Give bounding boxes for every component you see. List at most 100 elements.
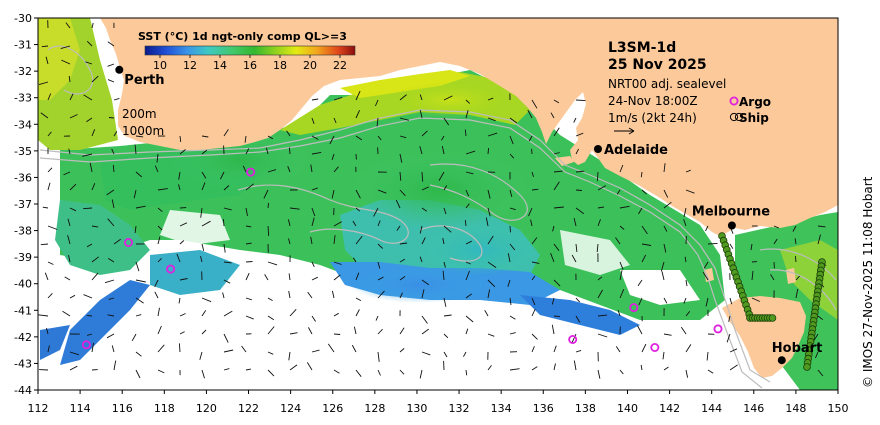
- current-vector: [399, 276, 406, 281]
- current-vector: [396, 225, 401, 231]
- current-vector: [91, 256, 99, 263]
- current-vector: [200, 255, 203, 263]
- current-vector: [729, 364, 738, 371]
- current-vector: [244, 135, 247, 143]
- y-tick-label: -43: [14, 357, 32, 370]
- current-vector: [573, 117, 577, 123]
- current-vector: [311, 261, 315, 267]
- current-vector: [619, 225, 625, 230]
- current-vector: [352, 257, 357, 263]
- current-vector: [333, 333, 341, 335]
- current-vector: [487, 279, 496, 288]
- current-vector: [575, 132, 584, 137]
- current-vector: [40, 112, 49, 119]
- current-vector: [531, 237, 538, 245]
- current-vector: [729, 348, 738, 353]
- current-vector: [443, 95, 453, 101]
- current-vector: [286, 130, 291, 137]
- y-tick-label: -32: [14, 65, 32, 78]
- current-vector: [377, 261, 381, 269]
- x-tick-label: 150: [828, 402, 849, 415]
- current-vector: [311, 135, 319, 140]
- current-vector: [573, 360, 577, 371]
- current-vector: [638, 207, 643, 215]
- current-vector: [112, 164, 115, 173]
- current-vector: [287, 219, 291, 227]
- current-vector: [327, 343, 335, 353]
- current-vector: [399, 327, 405, 335]
- current-vector: [399, 189, 406, 197]
- current-vector: [705, 297, 709, 307]
- current-vector: [509, 207, 516, 211]
- current-vector: [135, 171, 142, 178]
- current-vector: [69, 207, 77, 212]
- city-markers: Perth Adelaide Melbourne Hobart: [115, 65, 822, 365]
- y-tick-label: -30: [14, 12, 32, 25]
- current-vector: [507, 253, 511, 263]
- current-vector: [443, 207, 447, 215]
- current-vector: [306, 362, 313, 371]
- current-vector: [373, 207, 379, 217]
- current-vector: [267, 225, 270, 237]
- current-vector: [47, 131, 52, 137]
- current-vector: [108, 117, 115, 119]
- current-vector: [465, 189, 470, 197]
- current-vector: [464, 129, 467, 137]
- current-vector: [157, 369, 165, 374]
- current-vector: [154, 165, 159, 173]
- current-vector: [85, 61, 93, 65]
- current-vector: [245, 261, 253, 263]
- current-vector: [619, 205, 630, 209]
- current-vector: [86, 314, 93, 317]
- current-vector: [91, 272, 99, 281]
- current-vector: [47, 261, 54, 265]
- current-vector: [571, 254, 577, 263]
- current-vector: [750, 243, 753, 251]
- current-vector: [487, 189, 491, 199]
- current-vector: [61, 59, 71, 65]
- current-vector: [421, 237, 426, 245]
- current-vector: [355, 135, 363, 141]
- ship-legend-icon-2: [734, 112, 744, 122]
- current-vector: [641, 243, 652, 246]
- current-vector: [552, 225, 555, 232]
- current-vector: [617, 310, 621, 317]
- current-vector: [38, 314, 49, 317]
- current-vector: [531, 188, 539, 191]
- current-vector: [663, 333, 672, 336]
- ship-legend-icon: [729, 112, 739, 122]
- current-vector: [399, 292, 403, 299]
- current-vector: [575, 189, 582, 191]
- current-vector: [684, 256, 687, 263]
- current-vector: [619, 164, 624, 173]
- current-vector: [333, 96, 343, 101]
- current-vector: [794, 256, 797, 263]
- y-tick-label: -33: [14, 92, 32, 105]
- current-vector: [201, 149, 208, 155]
- current-vector: [663, 225, 668, 232]
- ship-track-point: [803, 363, 811, 371]
- current-vector: [419, 225, 423, 234]
- current-vector: [135, 369, 141, 379]
- current-vector: [421, 351, 431, 356]
- current-vector: [421, 328, 429, 335]
- current-vector: [245, 242, 252, 245]
- argo-float: [246, 167, 256, 177]
- current-vector: [311, 187, 318, 191]
- current-vector: [355, 369, 362, 377]
- current-vector: [465, 293, 472, 299]
- x-tick-label: 146: [743, 402, 764, 415]
- current-vector: [311, 98, 319, 101]
- y-tick-label: -42: [14, 331, 32, 344]
- current-vector: [355, 235, 363, 245]
- current-vector: [67, 234, 71, 245]
- city-label: Perth: [124, 73, 164, 88]
- current-vector: [751, 270, 754, 281]
- colorbar-tick-label: 12: [183, 59, 197, 72]
- current-vector: [223, 333, 229, 343]
- current-vector: [68, 148, 71, 155]
- current-vector: [351, 344, 357, 353]
- current-vector: [465, 261, 471, 265]
- current-vector: [597, 369, 601, 379]
- current-vector: [355, 90, 361, 101]
